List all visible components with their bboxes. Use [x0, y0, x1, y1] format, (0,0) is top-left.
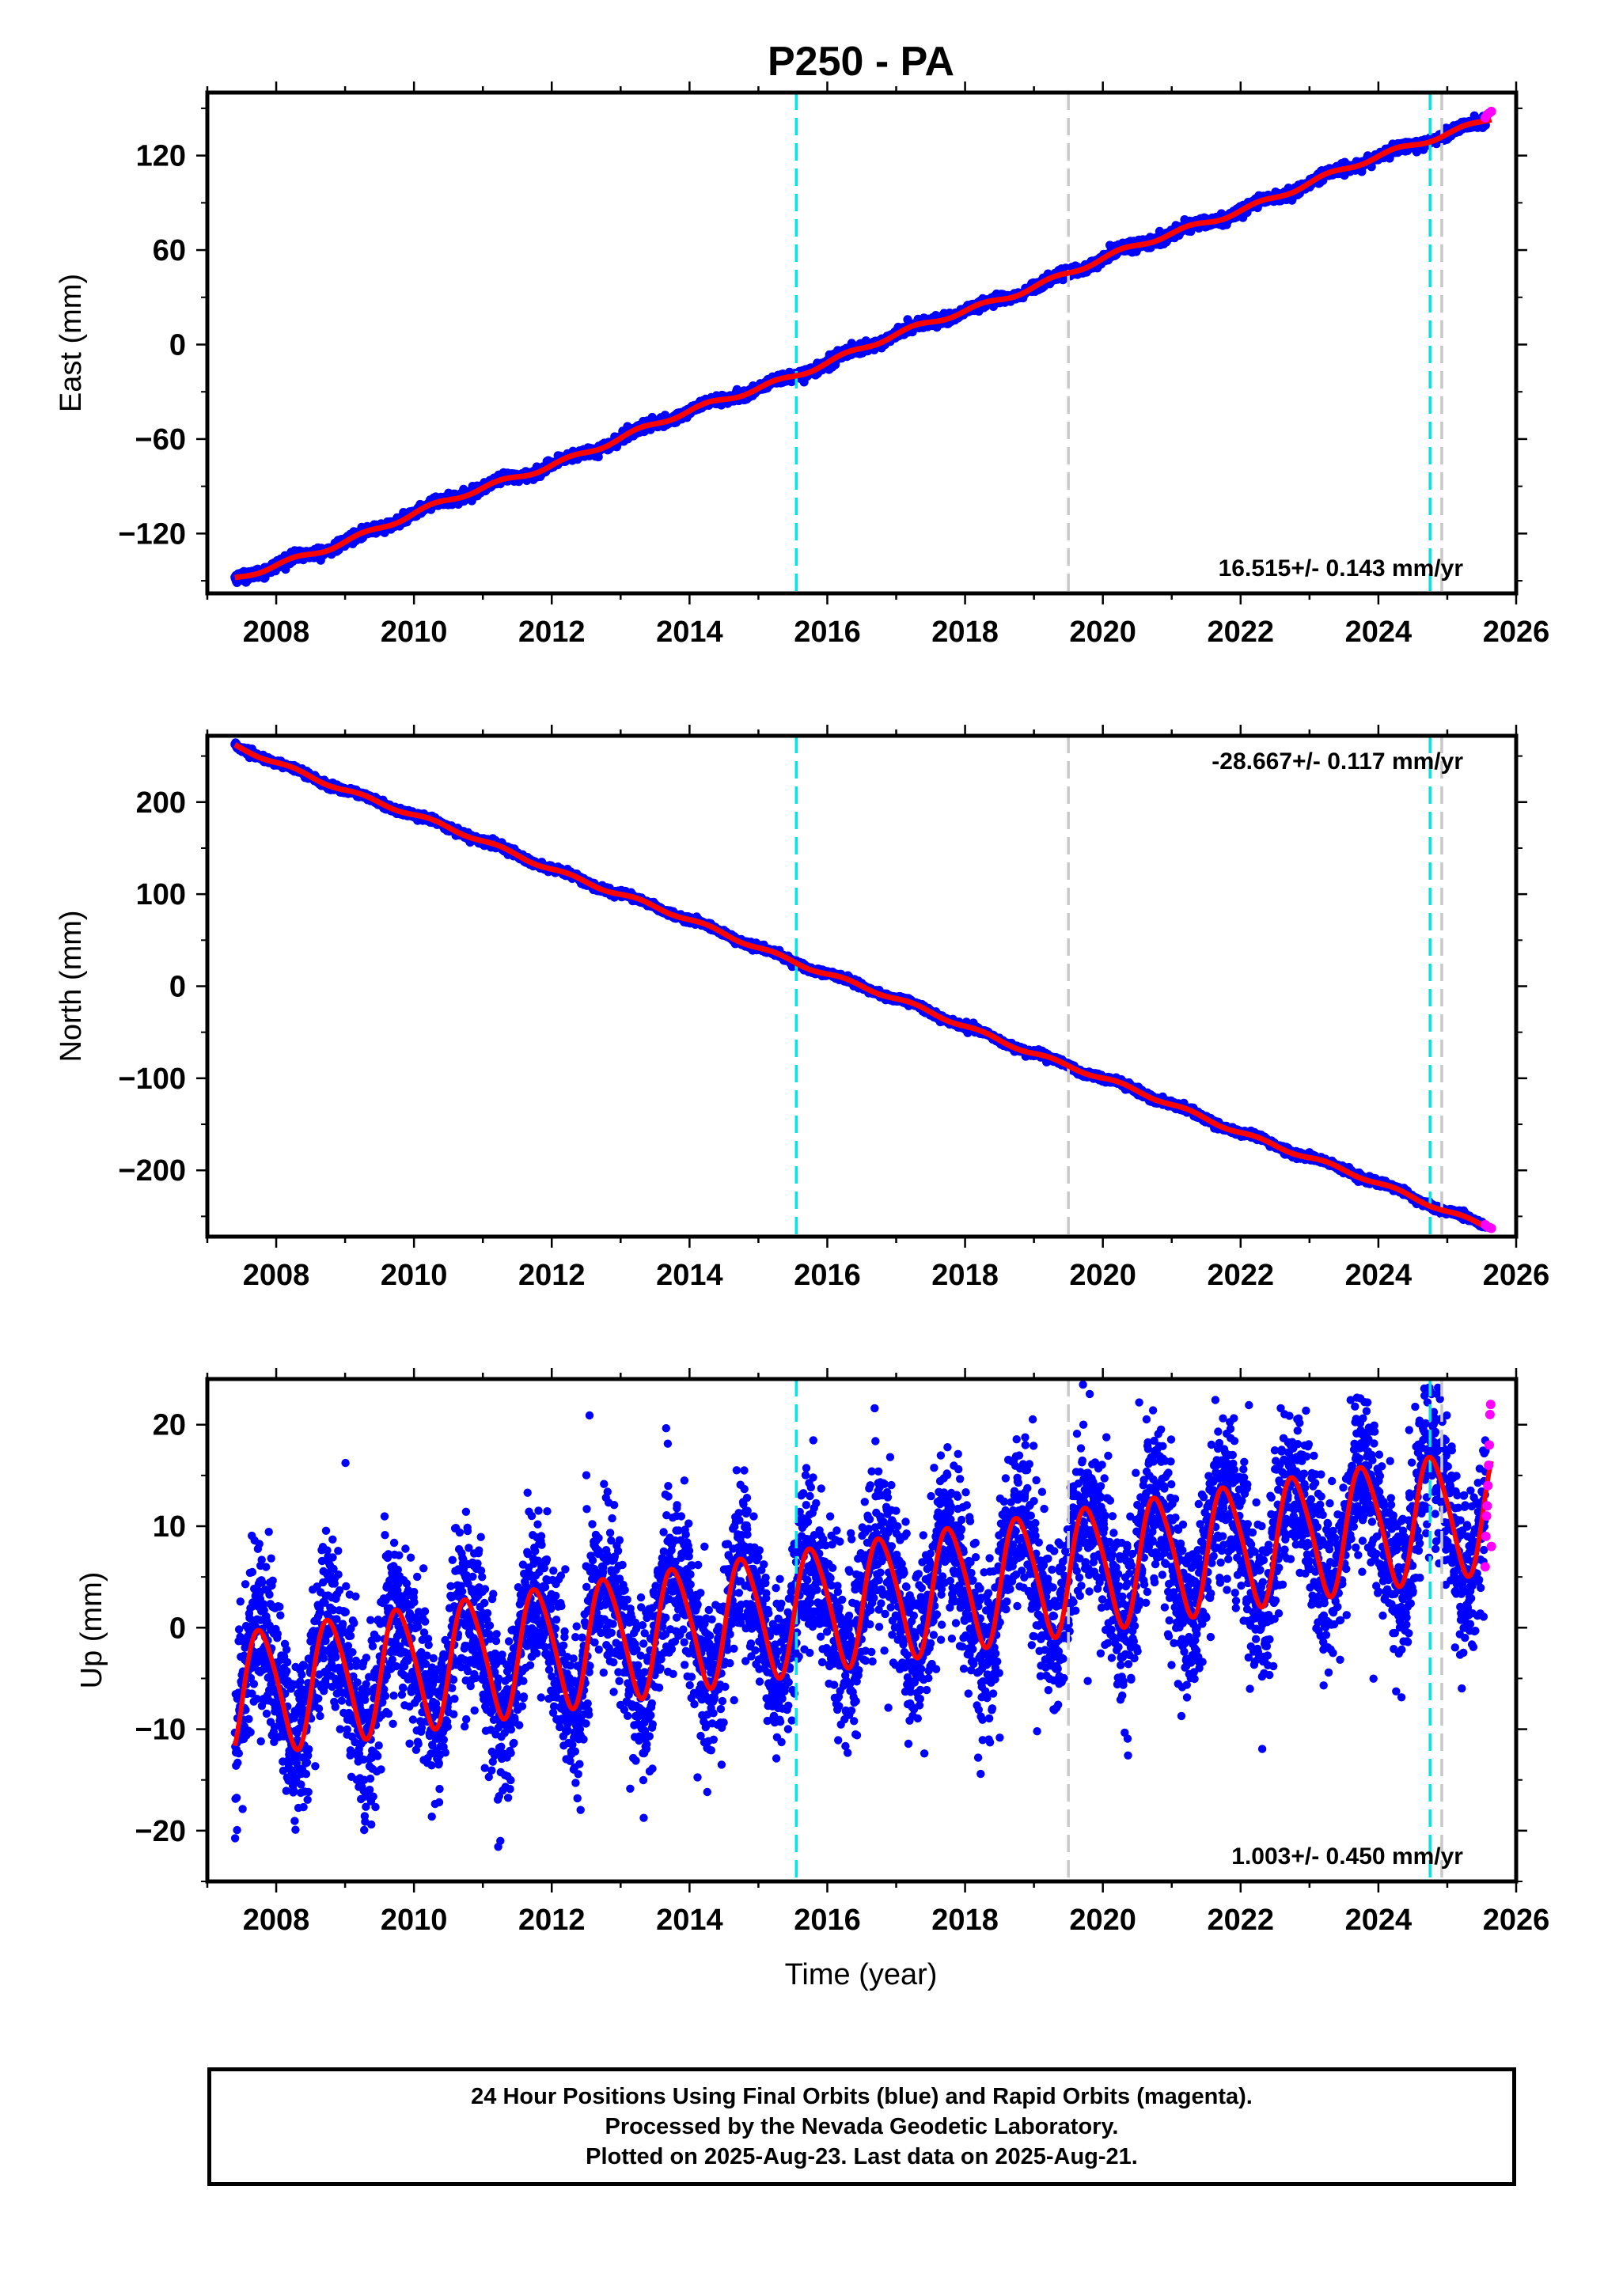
- east-x-tick-label: 2020: [1069, 616, 1136, 649]
- east-model-fit-line: [233, 116, 1493, 581]
- east-x-tick-label: 2008: [243, 616, 310, 649]
- east-y-axis-label: East (mm): [55, 274, 88, 412]
- east-x-tick-label: 2018: [931, 616, 999, 649]
- east-y-tick-label: 0: [169, 328, 186, 362]
- east-rapid-orbit-points: [1480, 106, 1496, 123]
- east-x-tick-label: 2014: [656, 616, 723, 649]
- east-x-tick-label: 2024: [1345, 616, 1413, 649]
- east-y-tick-label: 60: [153, 234, 186, 267]
- east-rapid-point: [1486, 106, 1496, 116]
- east-x-tick-label: 2022: [1208, 616, 1275, 649]
- east-x-tick-label: 2010: [381, 616, 448, 649]
- panel-north: 2008 2010 2012 2014 2016 2018 2020 2022 2024 2026…: [55, 725, 1549, 1292]
- panels: 2008 2010 2012 2014 2016 2018 2020 2022 2024 2026…: [55, 81, 1549, 1937]
- panel-east: 2008 2010 2012 2014 2016 2018 2020 2022 2024 2026…: [55, 81, 1549, 649]
- east-x-tick-label: 2026: [1483, 616, 1550, 649]
- figure-title: P250 - PA: [768, 39, 954, 85]
- east-x-tick-label: 2016: [794, 616, 861, 649]
- east-y-tick-label: −120: [118, 517, 186, 551]
- east-y-tick-label: 120: [136, 140, 186, 173]
- east-plot-frame: [205, 90, 1519, 596]
- east-y-tick-label: −60: [135, 423, 186, 457]
- east-velocity-label: 16.515+/- 0.143 mm/yr: [1219, 555, 1464, 582]
- east-x-tick-label: 2012: [518, 616, 586, 649]
